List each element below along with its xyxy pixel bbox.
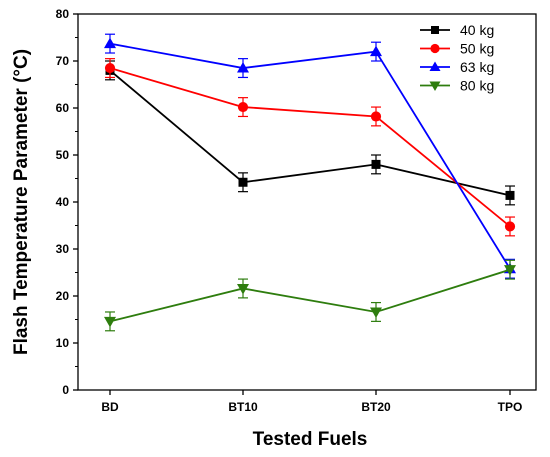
series-line — [109, 67, 511, 228]
y-tick-label: 80 — [56, 7, 70, 21]
axes: 0 10 20 30 40 50 60 70 80 BD BT10 BT20 TPO — [56, 7, 523, 414]
legend-item: 40 kg — [420, 22, 494, 38]
data-point — [104, 62, 116, 74]
data-point — [237, 283, 249, 295]
legend-label: 50 kg — [460, 41, 494, 57]
legend-marker — [430, 43, 440, 54]
data-point — [504, 221, 516, 232]
series-63-kg — [104, 33, 516, 279]
legend-marker — [429, 61, 441, 71]
x-tick-label: TPO — [498, 400, 523, 414]
y-tick-label: 10 — [56, 336, 70, 350]
y-tick-label: 60 — [56, 101, 70, 115]
series-line — [109, 42, 511, 270]
x-tick-label: BT20 — [361, 400, 391, 414]
legend-item: 80 kg — [420, 78, 494, 94]
x-tick-label: BD — [101, 400, 119, 414]
data-point — [371, 159, 381, 169]
legend: 40 kg 50 kg 63 kg 80 kg — [420, 22, 494, 94]
series-line — [109, 69, 511, 197]
data-point — [370, 307, 382, 318]
y-tick-label: 50 — [56, 148, 70, 162]
series-80-kg — [104, 259, 516, 332]
y-tick-label: 30 — [56, 242, 70, 256]
x-axis-title: Tested Fuels — [253, 429, 368, 450]
series-50-kg — [104, 58, 516, 237]
legend-marker — [431, 26, 439, 34]
data-point — [104, 316, 116, 328]
y-tick-label: 40 — [56, 195, 70, 209]
data-point — [505, 190, 515, 200]
data-point — [370, 45, 382, 57]
y-tick-label: 70 — [56, 54, 70, 68]
data-point — [237, 101, 249, 113]
x-tick-label: BT10 — [228, 400, 258, 414]
series-40-kg — [105, 60, 515, 206]
data-point — [504, 265, 516, 276]
data-point — [370, 111, 382, 122]
data-point — [237, 62, 249, 73]
legend-label: 40 kg — [460, 22, 494, 38]
y-axis-title: Flash Temperature Parameter (°C) — [11, 49, 32, 355]
series-line — [109, 268, 511, 323]
data-point — [238, 177, 248, 187]
legend-label: 63 kg — [460, 59, 494, 75]
legend-item: 63 kg — [420, 59, 494, 75]
y-tick-label: 0 — [62, 383, 69, 397]
legend-label: 80 kg — [460, 78, 494, 94]
data-point — [104, 37, 116, 49]
legend-marker — [429, 81, 441, 91]
legend-item: 50 kg — [420, 41, 494, 57]
y-tick-label: 20 — [56, 289, 70, 303]
plot-series — [104, 33, 516, 332]
